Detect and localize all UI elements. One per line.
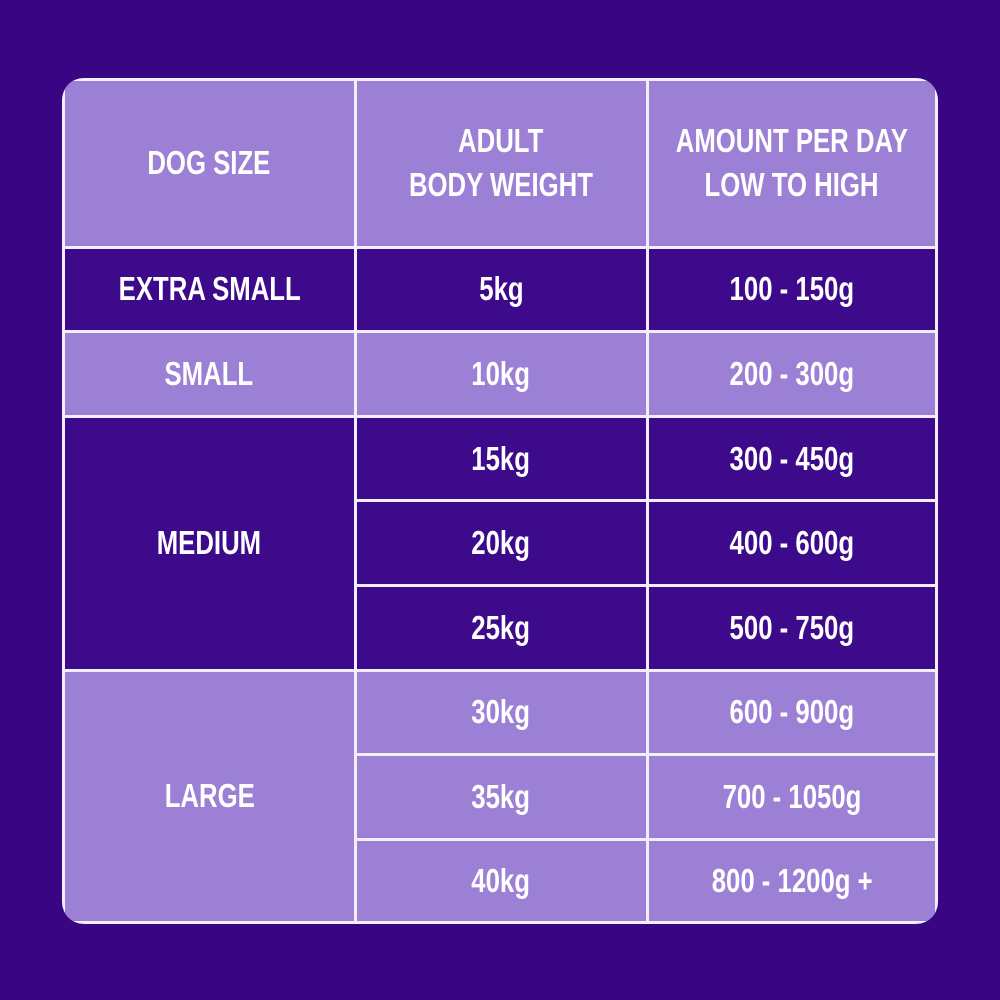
amount-cell: 400 - 600g	[648, 502, 935, 584]
header-cell: DOG SIZE	[65, 81, 354, 246]
cell-text: LOW TO HIGH	[704, 166, 879, 204]
weight-cell: 10kg	[356, 333, 646, 415]
size-cell: LARGE	[65, 671, 354, 921]
cell-text: BODY WEIGHT	[408, 166, 594, 204]
cell-text: ADULT	[458, 122, 544, 160]
cell-text: 30kg	[471, 693, 531, 731]
cell-text: DOG SIZE	[147, 144, 271, 182]
amount-cell: 700 - 1050g	[648, 756, 935, 838]
cell-text: 600 - 900g	[729, 693, 854, 731]
cell-text: LARGE	[164, 777, 255, 815]
cell-text: 20kg	[471, 524, 531, 562]
feeding-table: DOG SIZE ADULT BODY WEIGHT AMOUNT PER DAY LO…	[62, 78, 938, 924]
cell-text: SMALL	[164, 354, 254, 392]
amount-cell: 500 - 750g	[648, 587, 935, 669]
header-cell: AMOUNT PER DAY LOW TO HIGH	[648, 81, 935, 246]
cell-text: MEDIUM	[157, 524, 262, 562]
cell-text: 100 - 150g	[729, 270, 854, 308]
weight-cell: 25kg	[356, 587, 646, 669]
amount-cell: 100 - 150g	[648, 248, 935, 331]
amount-cell: 300 - 450g	[648, 417, 935, 500]
weight-cell: 35kg	[356, 756, 646, 838]
cell-text: 300 - 450g	[729, 439, 854, 477]
amount-cell: 600 - 900g	[648, 671, 935, 754]
cell-text: 400 - 600g	[729, 524, 854, 562]
cell-text: 500 - 750g	[729, 608, 854, 646]
weight-cell: 40kg	[356, 840, 646, 921]
weight-cell: 5kg	[356, 248, 646, 331]
cell-text: AMOUNT PER DAY	[675, 122, 908, 160]
cell-text: 5kg	[478, 270, 524, 308]
size-cell: MEDIUM	[65, 417, 354, 669]
cell-text: 15kg	[471, 439, 531, 477]
size-cell: SMALL	[65, 333, 354, 415]
weight-cell: 15kg	[356, 417, 646, 500]
weight-cell: 20kg	[356, 502, 646, 584]
weight-cell: 30kg	[356, 671, 646, 754]
cell-text: 35kg	[471, 778, 531, 816]
header-cell: ADULT BODY WEIGHT	[356, 81, 646, 246]
size-cell: EXTRA SMALL	[65, 248, 354, 331]
cell-text: 10kg	[471, 354, 531, 392]
cell-text: 40kg	[471, 861, 531, 899]
amount-cell: 200 - 300g	[648, 333, 935, 415]
cell-text: 800 - 1200g +	[711, 861, 873, 899]
cell-text: 700 - 1050g	[722, 778, 862, 816]
amount-cell: 800 - 1200g +	[648, 840, 935, 921]
cell-text: EXTRA SMALL	[118, 270, 301, 308]
cell-text: 200 - 300g	[729, 354, 854, 392]
cell-text: 25kg	[471, 608, 531, 646]
